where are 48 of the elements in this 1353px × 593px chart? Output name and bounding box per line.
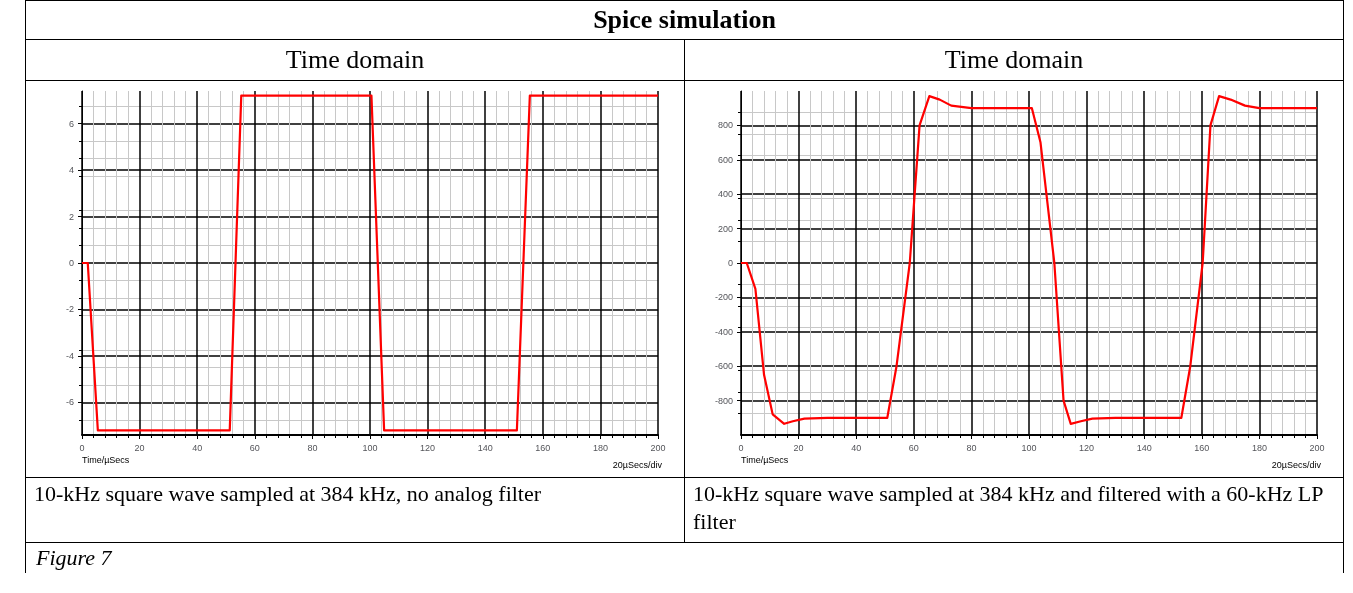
x-axis-title: Time/µSecs [82,454,130,465]
y-tick-label: 400 [717,189,733,200]
chart-title: Time domain [944,45,1084,74]
x-tick-label: 120 [420,442,436,453]
y-tick-label: -2 [65,304,74,315]
caption: Figure 7 [25,542,1344,573]
y-tick-label: 6 [68,118,74,129]
x-tick-label: 160 [1194,442,1210,453]
text: 20µSecs/div [612,459,663,470]
chart-title: Time domain [285,45,425,74]
x-tick-label: 20 [134,442,145,453]
x-tick-label: 140 [1136,442,1152,453]
y-tick-label: 2 [68,211,74,222]
text: 10-kHz square wave sampled at 384 kHz and filtered with a 60-kHz LP filter [693,481,1324,534]
y-tick-label: 0 [68,258,74,268]
y-tick-label: -6 [65,397,74,408]
x-tick-label: 60 [249,442,260,453]
x-tick-label: 80 [307,442,318,453]
x-tick-label: 120 [1079,442,1095,453]
y-tick-label: 200 [717,223,733,234]
y-tick-label: -200 [714,292,733,303]
x-axis-title: Time/µSecs [741,454,789,465]
text: Spice simulation [25,0,1344,40]
x-tick-label: 200 [650,442,666,453]
x-tick-label: 160 [535,442,551,453]
x-tick-label: 140 [477,442,493,453]
x-tick-label: 0 [79,442,85,453]
x-tick-label: 100 [362,442,378,453]
y-tick-label: 0 [727,258,733,268]
x-tick-label: 100 [1021,442,1037,453]
x-tick-label: 40 [851,442,862,453]
y-tick-label: -800 [714,395,733,406]
y-tick-label: 600 [717,154,733,165]
x-tick-label: 180 [1251,442,1267,453]
text: 10-kHz square wave sampled at 384 kHz, no analog filter [34,481,542,506]
y-tick-label: 800 [717,120,733,131]
x-tick-label: 80 [966,442,977,453]
y-tick-label: -4 [65,350,74,361]
x-tick-label: 0 [738,442,744,453]
x-tick-label: 20 [793,442,804,453]
y-tick-label: 4 [68,165,74,176]
y-tick-label: -400 [714,326,733,337]
y-tick-label: -600 [714,361,733,372]
x-tick-label: 200 [1309,442,1325,453]
x-tick-label: 60 [908,442,919,453]
text: 20µSecs/div [1271,459,1322,470]
x-tick-label: 180 [592,442,608,453]
x-tick-label: 40 [192,442,203,453]
